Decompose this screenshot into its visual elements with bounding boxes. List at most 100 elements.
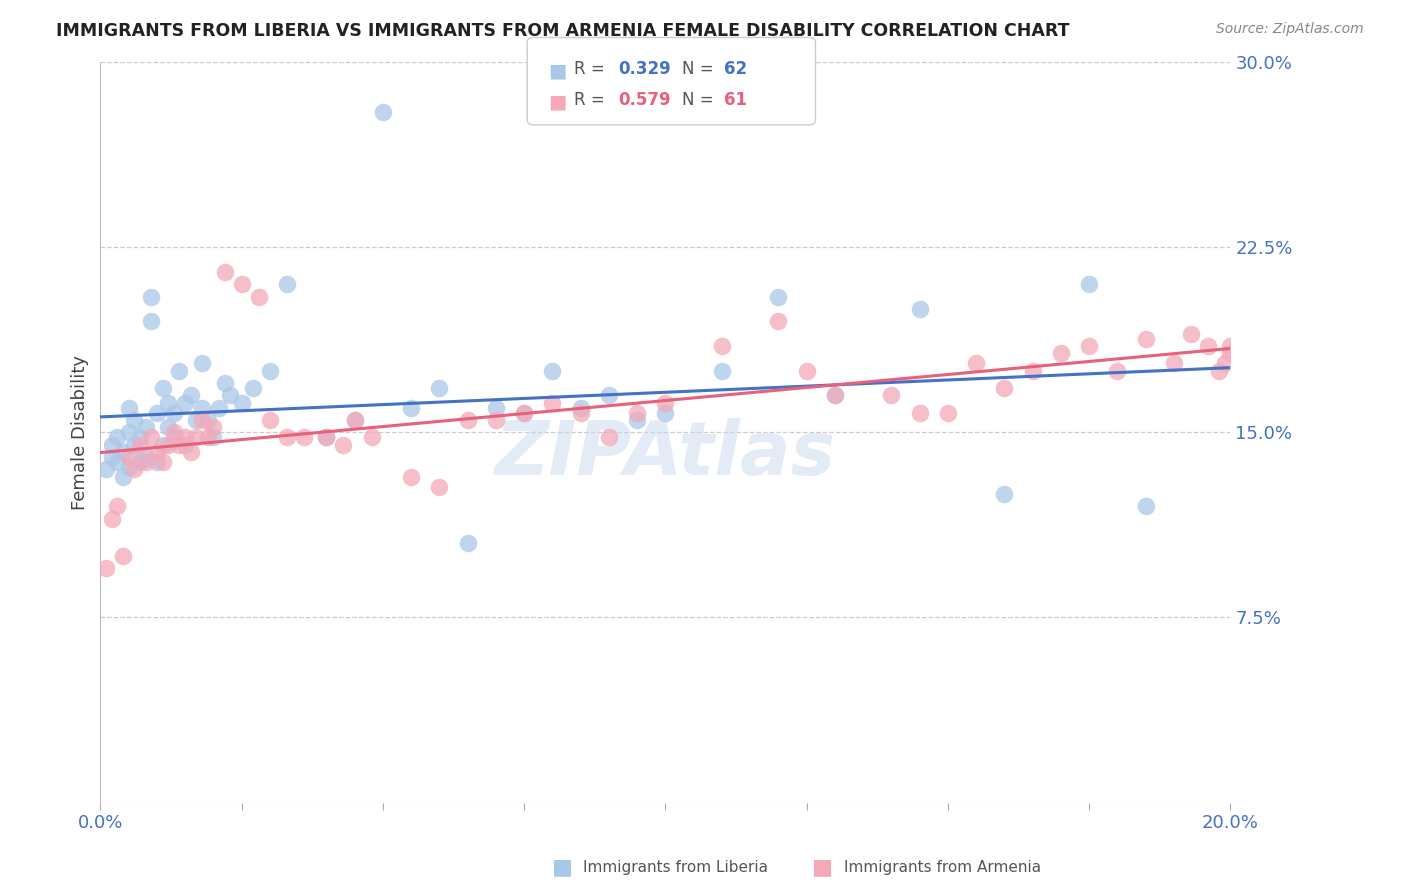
Text: ■: ■ [553,857,572,877]
Point [135,420,157,434]
Point [191,401,214,415]
Point [569,406,592,420]
Point [146,406,169,420]
Text: Source: ZipAtlas.com: Source: ZipAtlas.com [1216,22,1364,37]
Point [796,364,818,378]
Point [94,462,117,476]
Point [427,381,450,395]
Point [485,413,508,427]
Point [186,413,208,427]
Point [169,364,191,378]
Point [180,388,202,402]
Point [122,438,145,452]
Point [768,290,790,304]
Point [231,277,253,292]
Point [111,470,134,484]
Point [569,401,592,415]
Point [105,430,128,444]
Point [993,381,1015,395]
Point [1050,346,1073,360]
Point [146,455,169,469]
Point [332,438,354,452]
Point [626,413,648,427]
Point [292,430,315,444]
Point [1078,339,1101,353]
Point [219,388,242,402]
Point [710,339,733,353]
Text: R =: R = [574,60,610,78]
Point [824,388,846,402]
Point [129,430,152,444]
Point [100,512,122,526]
Point [186,430,208,444]
Point [654,406,676,420]
Point [993,487,1015,501]
Point [710,364,733,378]
Y-axis label: Female Disability: Female Disability [72,355,89,510]
Point [247,290,270,304]
Point [541,364,564,378]
Point [135,455,157,469]
Point [1021,364,1043,378]
Point [1135,332,1157,346]
Point [242,381,264,395]
Text: ■: ■ [813,857,832,877]
Point [117,459,139,474]
Point [343,413,366,427]
Point [654,396,676,410]
Point [129,455,152,469]
Point [163,406,186,420]
Point [117,450,139,464]
Point [1219,346,1241,360]
Point [541,396,564,410]
Point [1135,500,1157,514]
Point [513,406,536,420]
Point [259,364,281,378]
Point [197,413,219,427]
Point [231,396,253,410]
Point [94,561,117,575]
Point [191,413,214,427]
Text: IMMIGRANTS FROM LIBERIA VS IMMIGRANTS FROM ARMENIA FEMALE DISABILITY CORRELATION: IMMIGRANTS FROM LIBERIA VS IMMIGRANTS FR… [56,22,1070,40]
Point [152,455,174,469]
Point [163,425,186,440]
Text: 0.579: 0.579 [619,91,671,109]
Point [117,401,139,415]
Point [122,462,145,476]
Text: ZIPAtlas: ZIPAtlas [495,418,837,491]
Point [180,445,202,459]
Point [1208,364,1230,378]
Text: 61: 61 [724,91,747,109]
Point [157,420,180,434]
Point [513,406,536,420]
Point [276,430,298,444]
Point [169,438,191,452]
Point [105,500,128,514]
Text: 62: 62 [724,60,747,78]
Text: ■: ■ [548,62,567,80]
Point [117,425,139,440]
Point [824,388,846,402]
Point [191,356,214,370]
Point [626,406,648,420]
Text: ■: ■ [548,93,567,112]
Point [111,445,134,459]
Point [1197,339,1219,353]
Point [371,104,394,119]
Point [598,430,620,444]
Point [427,480,450,494]
Point [146,445,169,459]
Text: N =: N = [682,91,718,109]
Point [141,290,163,304]
Text: Immigrants from Armenia: Immigrants from Armenia [844,860,1040,874]
Point [157,396,180,410]
Point [174,430,197,444]
Point [399,401,422,415]
Point [202,430,225,444]
Point [141,314,163,328]
Point [457,413,479,427]
Point [259,413,281,427]
Point [360,430,382,444]
Point [343,413,366,427]
Point [163,430,186,444]
